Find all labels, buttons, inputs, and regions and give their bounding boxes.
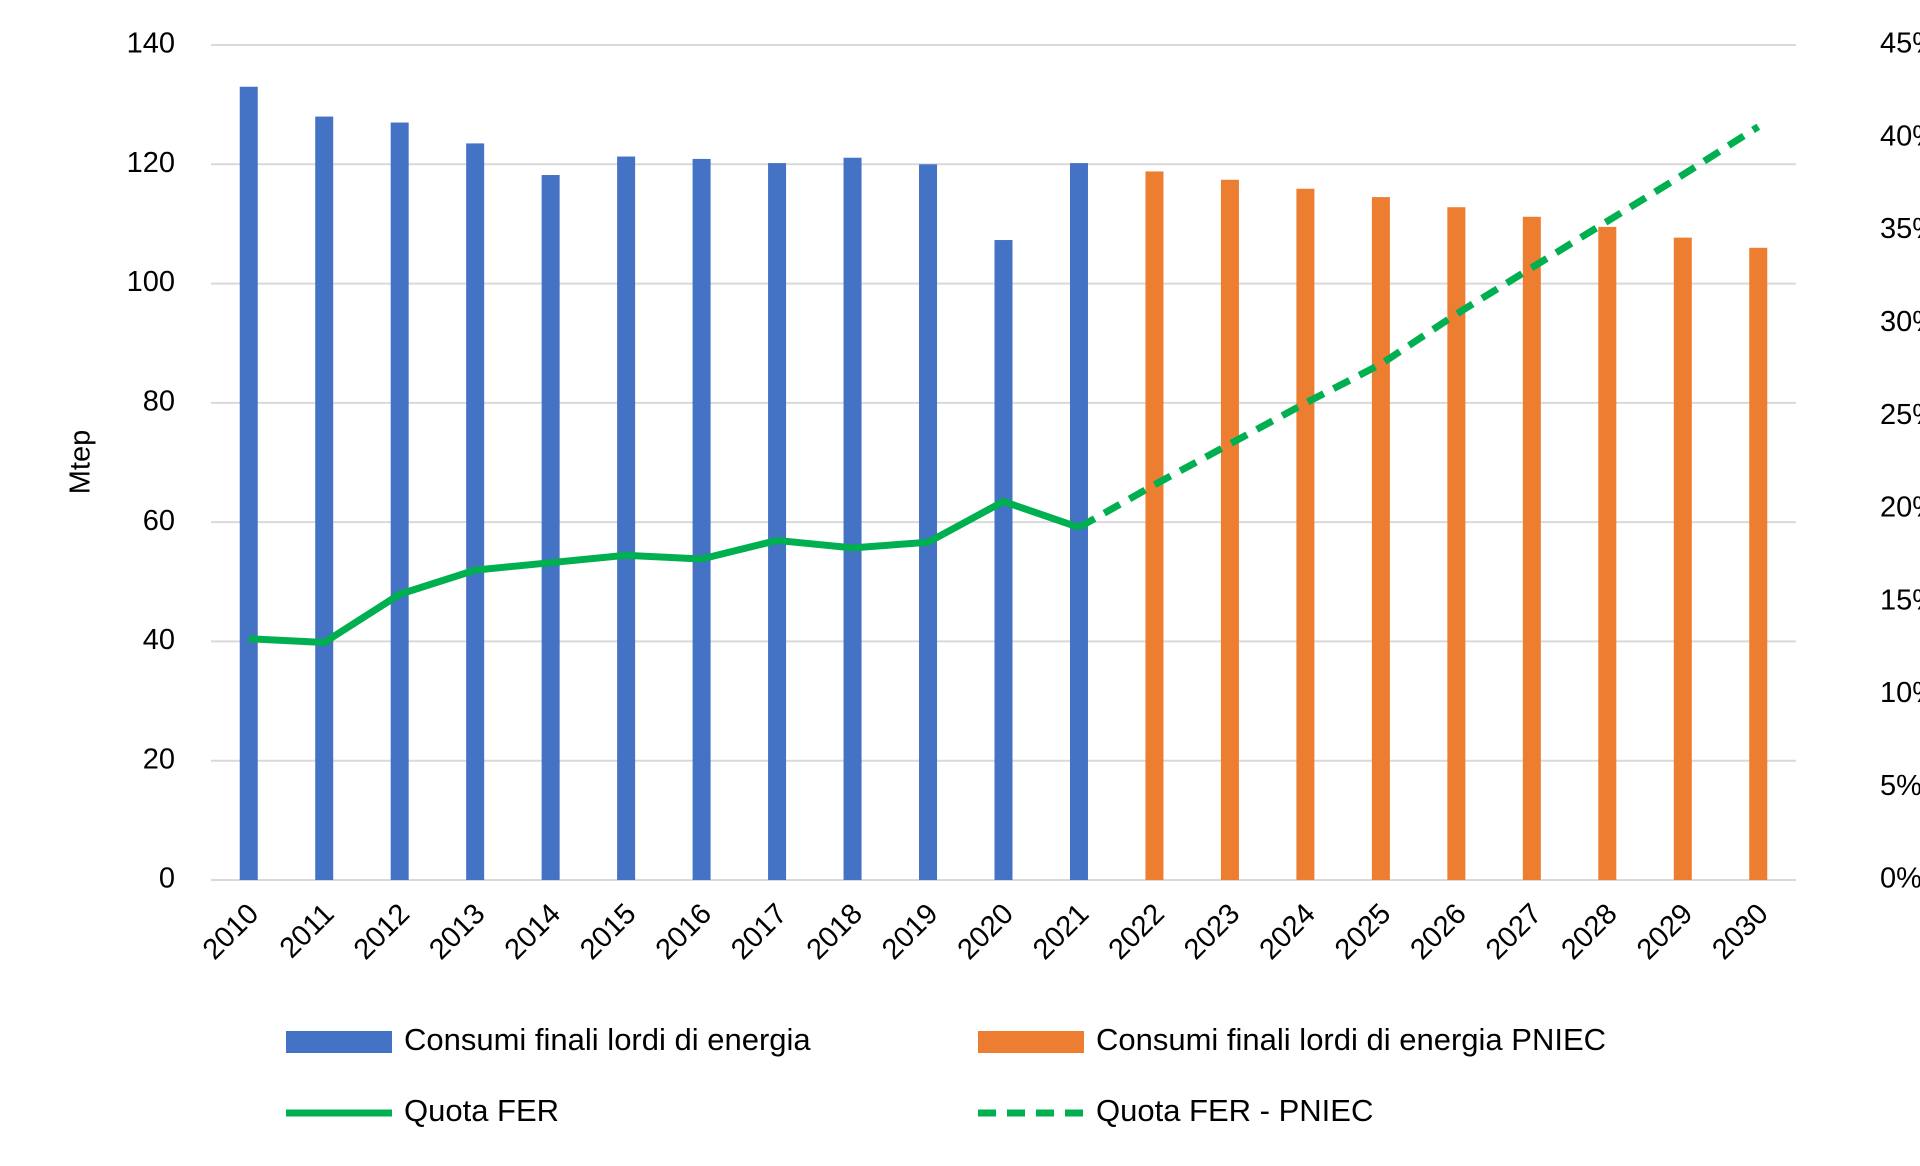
y2-tick-label: 5% — [1880, 770, 1920, 802]
y-tick-label: 40 — [143, 624, 175, 656]
x-tick-label: 2011 — [274, 898, 341, 965]
bar — [1447, 207, 1466, 880]
y2-tick-label: 45% — [1880, 28, 1920, 60]
bar — [1296, 188, 1315, 881]
x-tick-label: 2022 — [1103, 898, 1171, 966]
bar — [768, 163, 787, 881]
bar — [843, 157, 862, 881]
legend-swatch — [978, 1031, 1084, 1053]
x-tick-label: 2026 — [1404, 898, 1472, 966]
bar — [239, 86, 258, 880]
x-tick-label: 2025 — [1329, 898, 1397, 966]
bar — [1522, 216, 1541, 880]
y2-tick-label: 40% — [1880, 120, 1920, 152]
legend-label: Quota FER - PNIEC — [1096, 1093, 1373, 1128]
x-tick-label: 2010 — [197, 898, 265, 966]
x-tick-label: 2028 — [1555, 898, 1623, 966]
y-tick-label: 140 — [127, 28, 175, 60]
x-tick-label: 2019 — [876, 898, 944, 966]
bar — [1673, 237, 1692, 880]
y2-tick-label: 20% — [1880, 492, 1920, 524]
y-tick-label: 80 — [143, 386, 175, 418]
y-axis-label: Mtep — [65, 430, 97, 494]
y2-tick-label: 30% — [1880, 306, 1920, 338]
x-tick-label: 2015 — [574, 898, 642, 966]
line-series — [248, 497, 1081, 646]
x-tick-label: 2021 — [1027, 898, 1095, 966]
legend-swatch — [286, 1031, 392, 1053]
x-tick-label: 2017 — [725, 898, 793, 966]
legend-label: Consumi finali lordi di energia — [404, 1022, 811, 1057]
x-tick-label: 2030 — [1706, 898, 1774, 966]
bar — [994, 240, 1013, 880]
bar — [1069, 163, 1088, 881]
x-tick-label: 2018 — [801, 898, 869, 966]
x-tick-label: 2012 — [348, 898, 416, 966]
y-tick-label: 20 — [143, 743, 175, 775]
bar — [1598, 226, 1617, 881]
bar — [315, 116, 334, 881]
bar — [617, 156, 636, 880]
bar — [1220, 179, 1239, 881]
bar — [1145, 171, 1164, 880]
bar — [541, 175, 560, 880]
y-tick-label: 100 — [127, 266, 175, 298]
x-tick-label: 2029 — [1631, 898, 1699, 966]
bar — [692, 158, 711, 881]
y-tick-label: 120 — [127, 147, 175, 179]
x-tick-label: 2013 — [423, 898, 491, 966]
x-tick-label: 2014 — [499, 898, 567, 966]
y2-tick-label: 0% — [1880, 863, 1920, 895]
legend-label: Quota FER — [404, 1093, 559, 1128]
bar — [1371, 197, 1390, 880]
bar — [919, 164, 938, 881]
bar — [1749, 247, 1768, 881]
x-tick-label: 2016 — [650, 898, 718, 966]
y2-tick-label: 35% — [1880, 213, 1920, 245]
line-series — [1077, 123, 1761, 531]
y2-tick-label: 10% — [1880, 677, 1920, 709]
x-tick-label: 2027 — [1480, 898, 1548, 966]
y-tick-label: 0 — [159, 863, 175, 895]
bar — [390, 122, 409, 881]
y2-tick-label: 15% — [1880, 584, 1920, 616]
y-tick-label: 60 — [143, 505, 175, 537]
bar — [466, 143, 485, 881]
legend-label: Consumi finali lordi di energia PNIEC — [1096, 1022, 1606, 1057]
x-tick-label: 2024 — [1254, 898, 1322, 966]
y2-tick-label: 25% — [1880, 399, 1920, 431]
x-tick-label: 2023 — [1178, 898, 1246, 966]
x-tick-label: 2020 — [952, 898, 1020, 966]
